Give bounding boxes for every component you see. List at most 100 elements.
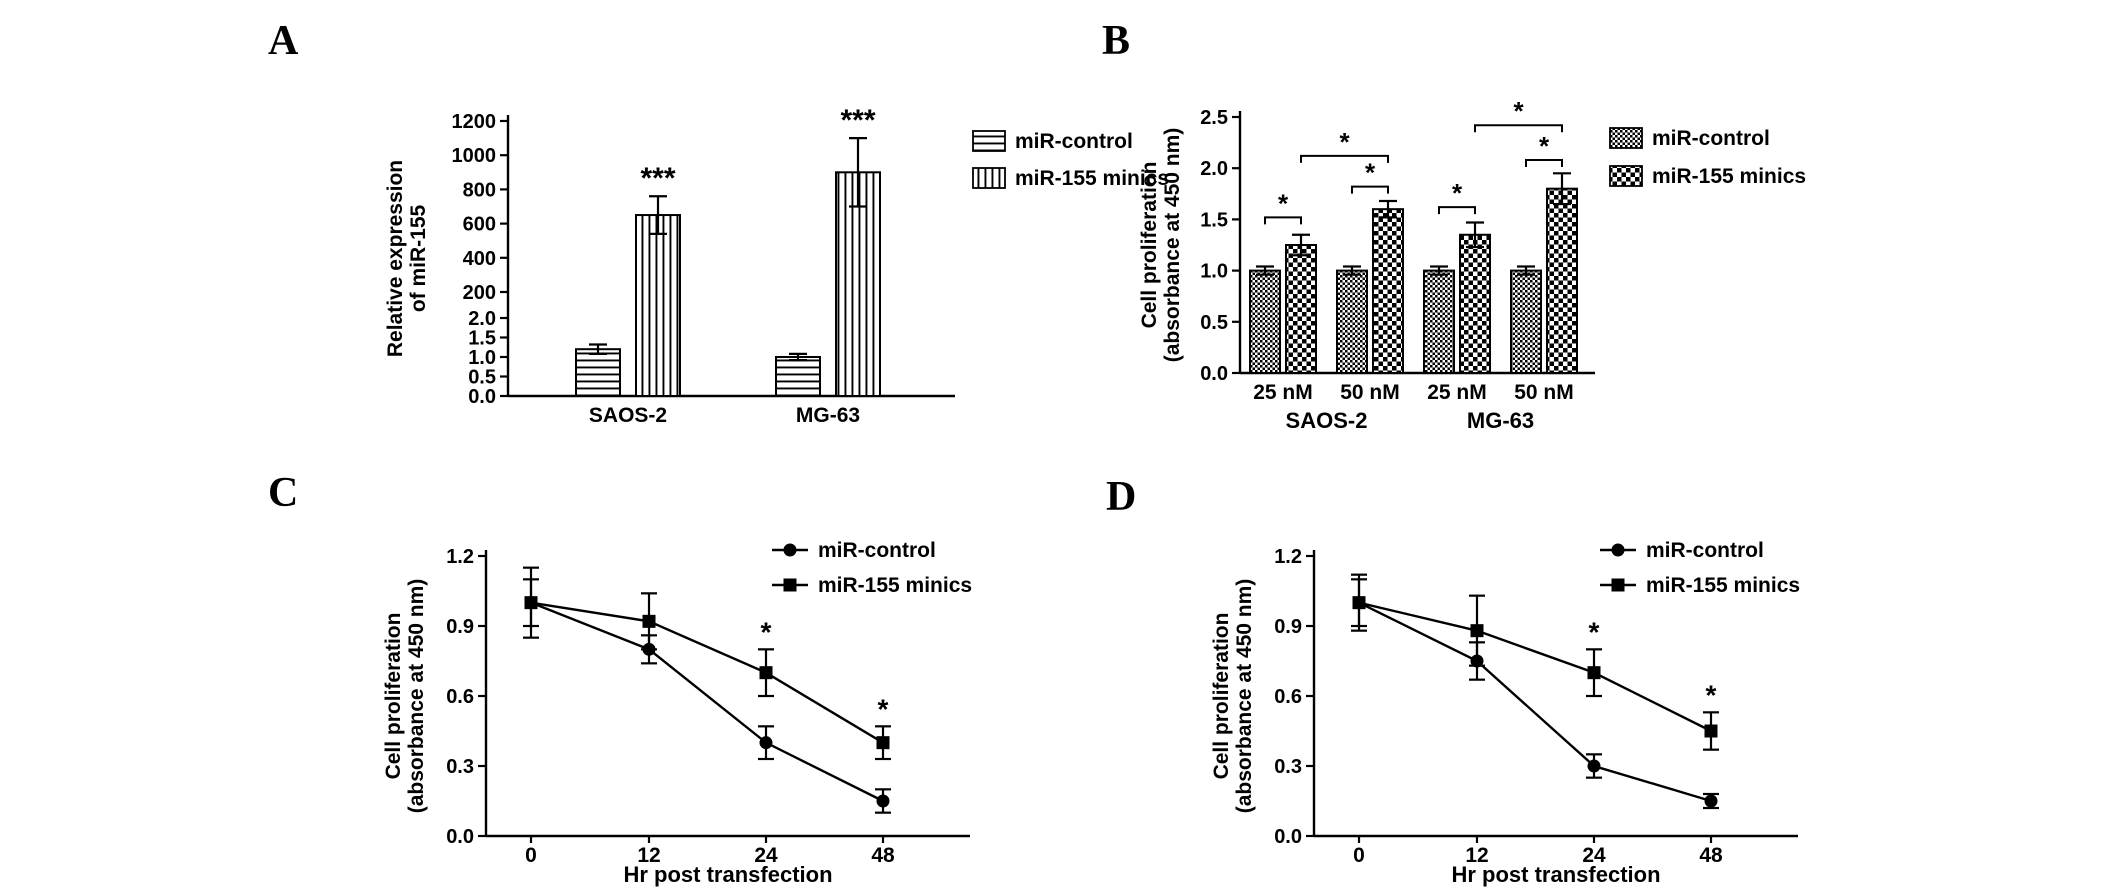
svg-text:48: 48 — [1699, 844, 1723, 867]
square-marker — [524, 596, 538, 610]
circle-marker — [759, 736, 773, 750]
y-axis-title: Cell proliferation (absorbance at 450 nm) — [1210, 579, 1256, 814]
svg-text:*: * — [878, 693, 889, 724]
y-axis-title: Cell proliferation (absorbance at 450 nm) — [1138, 128, 1184, 363]
y-axis-title: Cell proliferation (absorbance at 450 nm) — [382, 579, 428, 814]
svg-text:SAOS-2: SAOS-2 — [589, 404, 667, 427]
panel-label-b: B — [1102, 18, 1131, 64]
svg-text:*: * — [1706, 679, 1717, 710]
bar-miR-155 minics-25 nM — [1285, 244, 1317, 374]
svg-text:12: 12 — [1465, 844, 1488, 867]
mg63-proliferation-line-chart: 0.0 0.3 0.6 0.9 1.2 Cell proliferation (absorb… — [1210, 539, 1800, 887]
square-marker — [1587, 666, 1601, 680]
mir155-expression-bar-chart: 0.00.51.01.52.0 200 400 600 800 1000 1200 Relat… — [384, 104, 1169, 427]
svg-text:0.6: 0.6 — [446, 686, 474, 708]
square-marker — [876, 736, 890, 750]
bar-miR-155 minics-50 nM — [1546, 187, 1578, 374]
dose-proliferation-bar-chart: 0.0 0.5 1.0 1.5 2.0 2.5 Cell proliferation (abs… — [1138, 96, 1806, 433]
circle-marker — [1611, 543, 1625, 557]
svg-text:Relative expression: Relative expression — [384, 160, 407, 357]
svg-text:2.5: 2.5 — [1200, 107, 1228, 129]
significance-stars: ** — [761, 616, 889, 724]
svg-text:*: * — [761, 616, 772, 647]
svg-text:0.6: 0.6 — [1274, 686, 1302, 708]
circle-marker — [1587, 759, 1601, 773]
svg-text:0.9: 0.9 — [1274, 616, 1302, 638]
svg-text:25 nM: 25 nM — [1253, 381, 1313, 404]
svg-text:miR-155 minics: miR-155 minics — [818, 574, 972, 597]
bar-miR-control-50 nM — [1510, 269, 1542, 375]
bar-miR-control-25 nM — [1249, 269, 1281, 375]
y-axis-title: Relative expression of miR-155 — [384, 160, 430, 357]
svg-text:*: * — [1539, 131, 1550, 161]
square-marker — [1704, 724, 1718, 738]
svg-text:25 nM: 25 nM — [1427, 381, 1487, 404]
svg-text:***: *** — [840, 104, 875, 137]
svg-text:*: * — [1513, 96, 1524, 126]
svg-text:(absorbance at 450 nm): (absorbance at 450 nm) — [1161, 128, 1184, 363]
svg-text:1.5: 1.5 — [468, 328, 496, 350]
panel-label-c: C — [268, 470, 299, 516]
svg-text:0.0: 0.0 — [1274, 826, 1302, 848]
legend-swatch — [1609, 165, 1643, 187]
legend: miR-control miR-155 minics — [972, 130, 1169, 190]
bar-miR-155 minics-50 nM — [1372, 208, 1404, 374]
svg-text:miR-control: miR-control — [1646, 539, 1764, 562]
bar-miR-control-25 nM — [1423, 269, 1455, 375]
panel-label-a: A — [268, 18, 299, 64]
svg-text:1.2: 1.2 — [1274, 546, 1302, 568]
panel-label-d: D — [1106, 474, 1137, 520]
svg-text:miR-control: miR-control — [1015, 130, 1133, 153]
svg-text:*: * — [1589, 616, 1600, 647]
square-marker — [1470, 624, 1484, 638]
svg-text:50 nM: 50 nM — [1340, 381, 1400, 404]
svg-text:1200: 1200 — [452, 111, 497, 133]
axes: 0.00.51.01.52.0 200 400 600 800 1000 1200 — [452, 111, 955, 408]
square-marker — [783, 578, 797, 592]
svg-text:1.5: 1.5 — [1200, 209, 1228, 231]
svg-text:50 nM: 50 nM — [1514, 381, 1574, 404]
series-miR-155 minics — [523, 578, 891, 761]
significance-stars: ** — [1589, 616, 1717, 710]
svg-text:0.5: 0.5 — [1200, 312, 1228, 334]
category-labels: 25 nM 50 nM 25 nM 50 nM SAOS-2 MG-63 — [1253, 381, 1574, 433]
bar-miR-control-50 nM — [1336, 269, 1368, 375]
svg-text:0.9: 0.9 — [446, 616, 474, 638]
svg-text:1.2: 1.2 — [446, 546, 474, 568]
bar-miR-control-MG-63 — [775, 356, 821, 397]
svg-text:(absorbance at 450 nm): (absorbance at 450 nm) — [405, 579, 428, 814]
legend-swatch — [972, 130, 1006, 152]
svg-text:Cell proliferation: Cell proliferation — [1138, 162, 1161, 329]
axes: 0.0 0.3 0.6 0.9 1.2 — [446, 546, 970, 848]
svg-text:miR-control: miR-control — [818, 539, 936, 562]
svg-text:0.3: 0.3 — [446, 756, 474, 778]
svg-text:***: *** — [640, 162, 675, 195]
svg-text:*: * — [1339, 127, 1350, 157]
svg-text:0.0: 0.0 — [1200, 363, 1228, 385]
square-marker — [1352, 596, 1366, 610]
svg-text:0: 0 — [1353, 844, 1365, 867]
svg-text:Cell proliferation: Cell proliferation — [382, 613, 405, 780]
axes: 0.0 0.3 0.6 0.9 1.2 — [1274, 546, 1798, 848]
svg-text:miR-155 minics: miR-155 minics — [1015, 167, 1169, 190]
svg-text:1.0: 1.0 — [468, 347, 496, 369]
svg-text:miR-155 minics: miR-155 minics — [1652, 165, 1806, 188]
square-marker — [642, 614, 656, 628]
legend-swatch — [1609, 127, 1643, 149]
svg-text:2.0: 2.0 — [1200, 158, 1228, 180]
svg-text:48: 48 — [871, 844, 895, 867]
significance-stars: *** *** — [640, 104, 875, 195]
svg-text:400: 400 — [463, 248, 496, 270]
svg-text:*: * — [1278, 188, 1289, 218]
significance-brackets: * * * * * * — [1264, 96, 1563, 225]
bars — [1249, 172, 1578, 375]
svg-text:0.0: 0.0 — [446, 826, 474, 848]
svg-text:SAOS-2: SAOS-2 — [1286, 408, 1368, 433]
square-marker — [1611, 578, 1625, 592]
svg-text:*: * — [1452, 178, 1463, 208]
svg-text:0.3: 0.3 — [1274, 756, 1302, 778]
svg-text:1.0: 1.0 — [1200, 261, 1228, 283]
bar-miR-155 minics-MG-63 — [835, 171, 881, 397]
svg-text:12: 12 — [637, 844, 660, 867]
